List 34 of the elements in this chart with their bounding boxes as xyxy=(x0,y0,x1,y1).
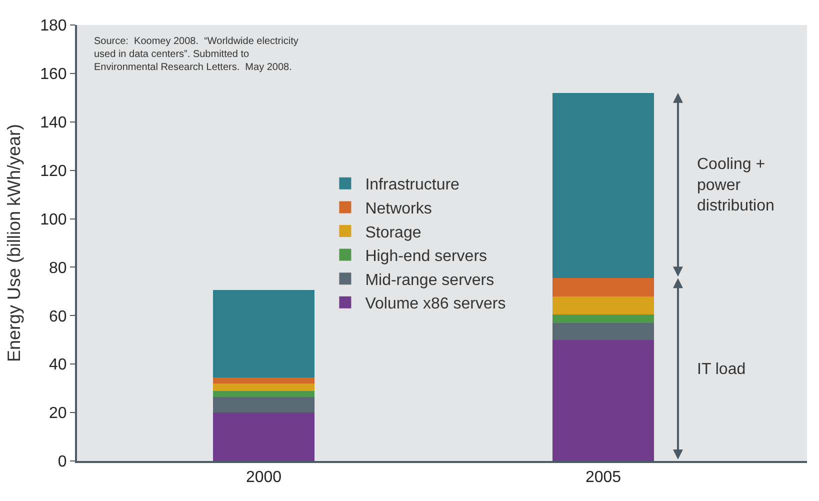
bar xyxy=(212,290,315,378)
bar xyxy=(212,390,315,397)
legend-label: Storage xyxy=(365,224,422,242)
annotation: Cooling + power distribution xyxy=(697,156,774,215)
bar xyxy=(212,377,315,384)
y-tick-label: 120 xyxy=(40,162,67,180)
legend-label: Mid-range servers xyxy=(365,272,494,289)
bar xyxy=(552,296,654,314)
y-tick-label: 140 xyxy=(40,114,67,132)
annotation: Source: Koomey 2008. “Worldwide electricity used in data centers”. Submitted to Environmental Research Letters. May 2008. xyxy=(94,36,298,73)
x-tick-label: 2000 xyxy=(246,469,282,486)
annotation: IT load xyxy=(697,361,746,378)
x-tick-label: 2005 xyxy=(585,469,622,486)
y-tick-label: 80 xyxy=(49,260,67,277)
legend-label: Infrastructure xyxy=(365,176,460,194)
bar xyxy=(212,396,315,413)
bar xyxy=(212,383,315,391)
bar xyxy=(212,412,315,461)
legend-label: High-end servers xyxy=(365,248,488,266)
y-tick-label: 100 xyxy=(40,211,67,228)
bar xyxy=(552,314,654,323)
y-tick-label: 60 xyxy=(49,308,67,326)
bar xyxy=(552,278,654,296)
y-tick-label: 0 xyxy=(58,454,67,471)
legend-label: Volume x86 servers xyxy=(365,296,506,313)
y-tick-label: 180 xyxy=(40,18,67,35)
bar xyxy=(552,92,654,278)
bar xyxy=(552,322,654,340)
legend-label: Networks xyxy=(365,200,432,218)
y-tick-label: 20 xyxy=(49,405,67,422)
y-tick-label: 160 xyxy=(40,66,67,84)
bar xyxy=(552,340,654,461)
y-axis-title: Energy Use (billion kWh/year) xyxy=(4,124,24,362)
y-tick-label: 40 xyxy=(49,356,67,374)
